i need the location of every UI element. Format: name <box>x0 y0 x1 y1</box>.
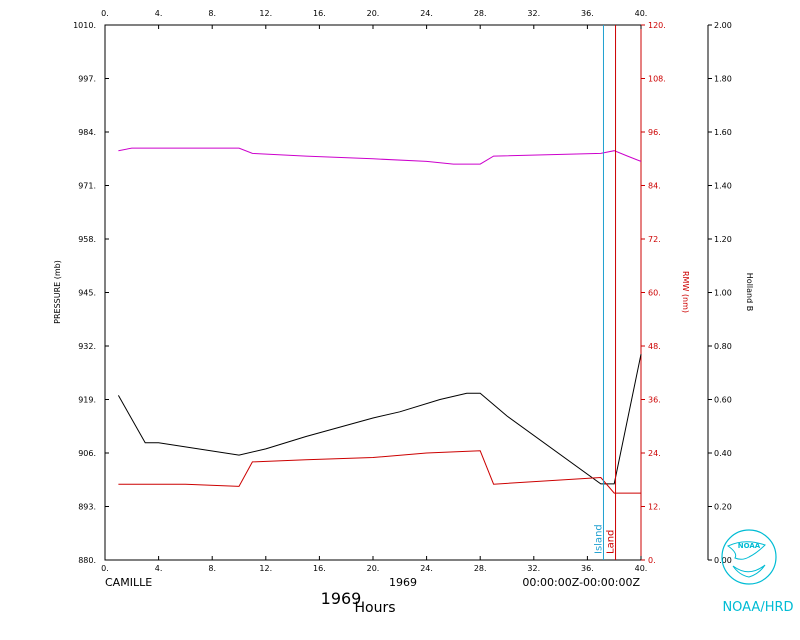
x-top-tick-label: 20. <box>367 9 380 18</box>
hollandb-tick-label: 2.00 <box>714 21 732 30</box>
x-top-tick-label: 28. <box>474 9 487 18</box>
x-top-tick-label: 24. <box>420 9 433 18</box>
pressure-tick-label: 984. <box>78 128 96 137</box>
rmw-tick-label: 84. <box>648 182 661 191</box>
pressure-tick-label: 893. <box>78 503 96 512</box>
events-layer: Island Land <box>593 25 617 560</box>
pressure-tick-label: 945. <box>78 289 96 298</box>
rmw-tick-label: 60. <box>648 289 661 298</box>
event-label-island: Island <box>593 524 604 554</box>
noaa-logo-inner-text: NOAA <box>738 542 761 550</box>
x-bottom-tick-label: 20. <box>367 564 380 573</box>
noaa-logo-bird-icon <box>727 541 766 578</box>
x-top-tick-label: 32. <box>527 9 540 18</box>
rmw-tick-label: 24. <box>648 449 661 458</box>
pressure-axis-label: PRESSURE (mb) <box>53 260 62 324</box>
pressure-tick-label: 919. <box>78 396 96 405</box>
hollandb-tick-label: 0.40 <box>714 449 732 458</box>
x-top-tick-label: 4. <box>155 9 163 18</box>
x-bottom-tick-label: 4. <box>155 564 163 573</box>
x-top-tick-label: 16. <box>313 9 326 18</box>
pressure-tick-label: 997. <box>78 75 96 84</box>
x-top-tick-label: 12. <box>259 9 272 18</box>
event-label-land: Land <box>606 530 617 554</box>
x-bottom-tick-label: 16. <box>313 564 326 573</box>
hollandb-line <box>118 147 642 165</box>
pressure-line <box>117 354 642 485</box>
hollandb-tick-label: 1.60 <box>714 128 732 137</box>
hollandb-tick-label: 1.00 <box>714 289 732 298</box>
hollandb-tick-label: 1.80 <box>714 75 732 84</box>
hollandb-tick-label: 0.00 <box>714 556 732 565</box>
hollandb-tick-label: 1.40 <box>714 182 732 191</box>
rmw-tick-label: 48. <box>648 342 661 351</box>
pressure-tick-label: 971. <box>78 182 96 191</box>
noaa-logo-ring <box>721 529 777 585</box>
hollandb-tick-label: 1.20 <box>714 235 732 244</box>
x-top-tick-label: 40. <box>635 9 648 18</box>
rmw-tick-label: 96. <box>648 128 661 137</box>
pressure-tick-label: 906. <box>78 449 96 458</box>
x-bottom-tick-label: 28. <box>474 564 487 573</box>
noaa-logo: NOAA NOAA/HRD <box>721 529 794 615</box>
x-top-tick-label: 0. <box>101 9 109 18</box>
x-bottom-tick-label: 0. <box>101 564 109 573</box>
rmw-tick-label: 0. <box>648 556 656 565</box>
series-layer <box>117 147 642 494</box>
x-bottom-tick-label: 12. <box>259 564 272 573</box>
x-axis-label: Hours <box>354 600 395 616</box>
storm-year: 1969 <box>389 576 417 589</box>
x-bottom-tick-label: 40. <box>635 564 648 573</box>
x-bottom-tick-label: 8. <box>208 564 216 573</box>
x-bottom-tick-label: 32. <box>527 564 540 573</box>
hollandb-axis-label: Holland B <box>745 273 754 311</box>
date-range: 00:00:00Z-00:00:00Z <box>522 576 640 589</box>
rmw-tick-label: 12. <box>648 503 661 512</box>
rmw-tick-label: 36. <box>648 396 661 405</box>
pressure-tick-label: 880. <box>78 556 96 565</box>
axes: 0. 4. 8. 12. 16. 20. 24. 28. 32. 36. 40.0. 4. 8. 12. 1… <box>73 9 732 573</box>
year-large: 1969 <box>321 589 362 608</box>
pressure-tick-label: 1010. <box>73 21 96 30</box>
x-bottom-tick-label: 24. <box>420 564 433 573</box>
storm-name: CAMILLE <box>105 576 152 589</box>
x-top-tick-label: 36. <box>581 9 594 18</box>
hollandb-tick-label: 0.20 <box>714 503 732 512</box>
hollandb-tick-label: 0.60 <box>714 396 732 405</box>
x-top-tick-label: 8. <box>208 9 216 18</box>
rmw-line <box>118 450 641 494</box>
noaa-hrd-label: NOAA/HRD <box>722 600 793 615</box>
pressure-tick-label: 958. <box>78 235 96 244</box>
hollandb-tick-label: 0.80 <box>714 342 732 351</box>
rmw-tick-label: 120. <box>648 21 666 30</box>
x-bottom-tick-label: 36. <box>581 564 594 573</box>
pressure-tick-label: 932. <box>78 342 96 351</box>
rmw-axis-label: RMW (nm) <box>681 271 690 313</box>
rmw-tick-label: 72. <box>648 235 661 244</box>
rmw-tick-label: 108. <box>648 75 666 84</box>
